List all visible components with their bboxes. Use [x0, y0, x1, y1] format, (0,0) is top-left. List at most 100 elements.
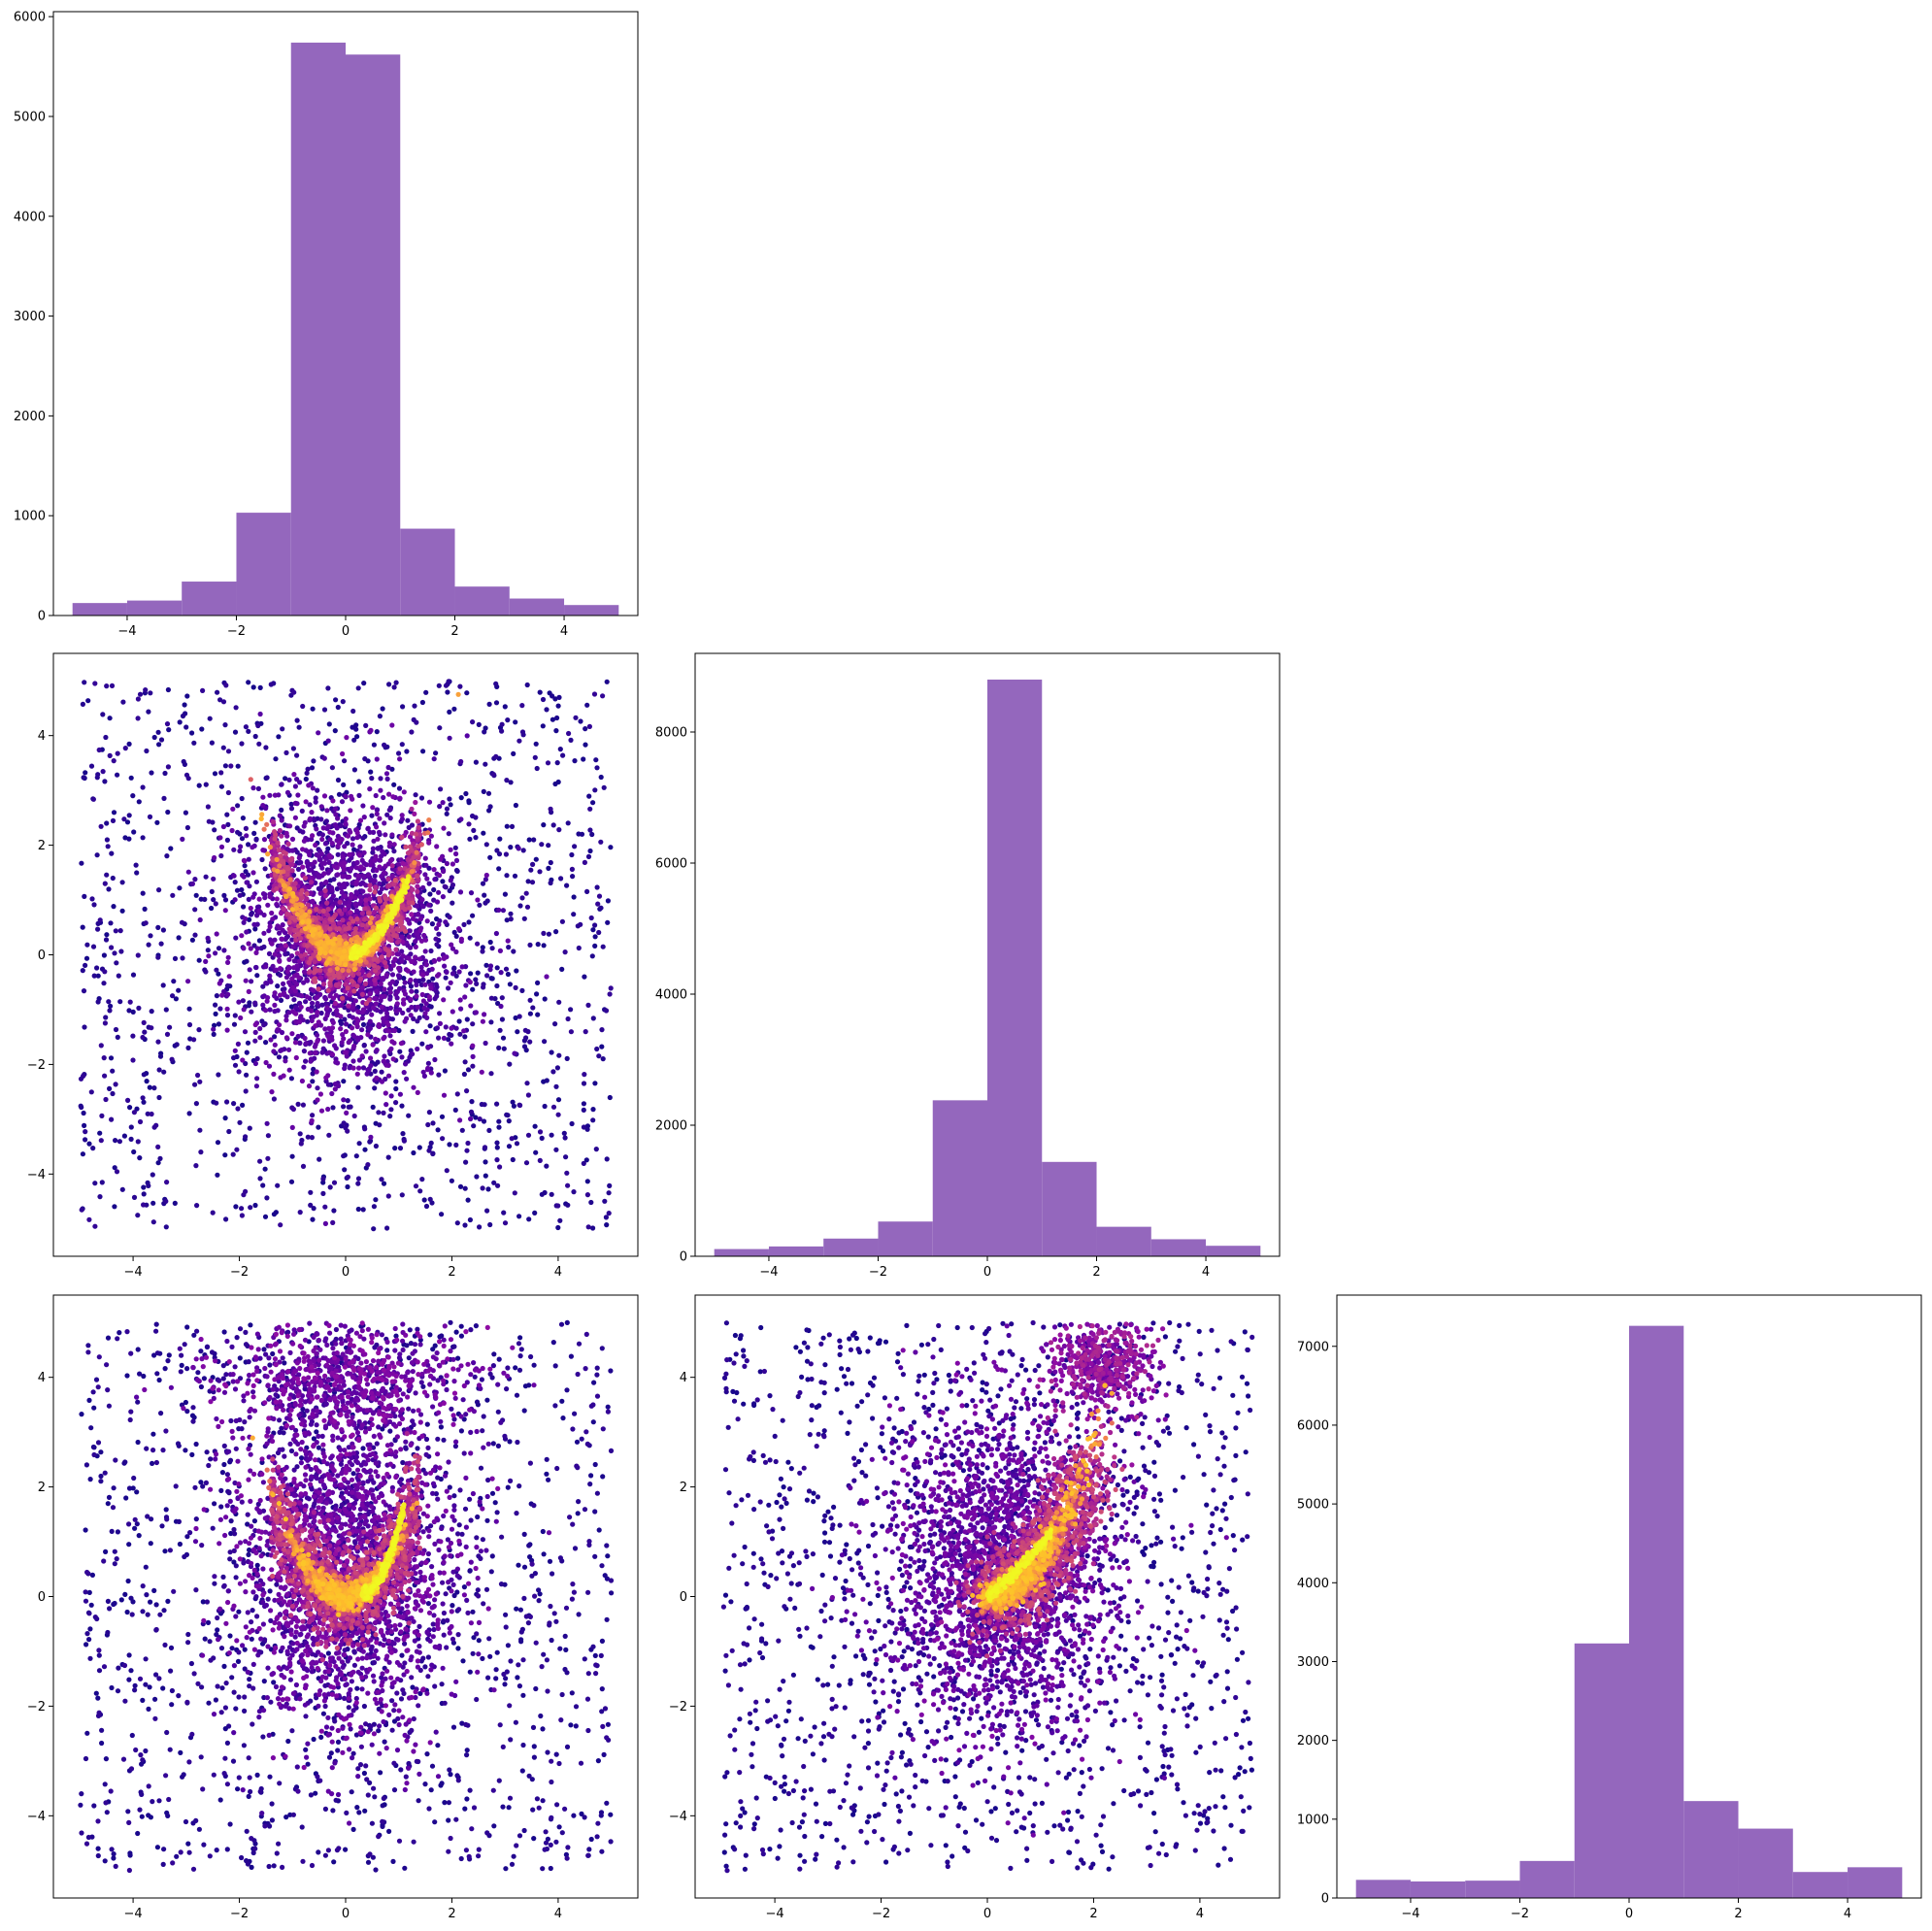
- scatter-point: [331, 877, 337, 882]
- scatter-point: [225, 749, 232, 754]
- scatter-point: [151, 1085, 157, 1091]
- scatter-point: [426, 1148, 432, 1153]
- scatter-point: [454, 1091, 460, 1097]
- scatter-point: [103, 734, 109, 741]
- scatter-point: [318, 1010, 324, 1016]
- scatter-point: [437, 804, 443, 810]
- scatter-point: [464, 1088, 470, 1094]
- scatter-point: [389, 979, 395, 984]
- scatter-point: [435, 1127, 441, 1133]
- scatter-point: [465, 1197, 471, 1203]
- scatter-point: [552, 1021, 558, 1027]
- scatter-point: [231, 1101, 237, 1107]
- scatter-point: [164, 853, 170, 859]
- scatter-point: [288, 1179, 295, 1184]
- scatter-point: [313, 842, 318, 849]
- scatter-point: [428, 908, 434, 915]
- scatter-point: [246, 842, 251, 848]
- scatter-point: [315, 787, 320, 793]
- scatter-point: [314, 1069, 319, 1075]
- scatter-point: [351, 1033, 357, 1039]
- scatter-point: [141, 1184, 147, 1190]
- scatter-point: [350, 1025, 355, 1031]
- scatter-point: [422, 949, 428, 954]
- scatter-point: [203, 874, 209, 880]
- scatter-point: [553, 1147, 559, 1152]
- scatter-point: [381, 1110, 386, 1115]
- scatter-point: [453, 973, 459, 979]
- scatter-point: [415, 1018, 420, 1024]
- scatter-point: [292, 783, 298, 789]
- scatter-point: [519, 987, 525, 994]
- scatter-point: [519, 729, 526, 735]
- scatter-point: [119, 1186, 125, 1192]
- scatter-point: [130, 1033, 136, 1039]
- scatter-point: [231, 873, 237, 879]
- x-tick-label: −4: [117, 624, 136, 639]
- scatter-point: [482, 1145, 488, 1150]
- scatter-point: [300, 864, 306, 870]
- scatter-point: [350, 842, 355, 848]
- scatter-point: [367, 882, 373, 888]
- scatter-point: [397, 918, 403, 924]
- scatter-point: [375, 914, 381, 919]
- scatter-point: [329, 916, 335, 923]
- scatter-point: [98, 823, 104, 829]
- scatter-point: [523, 1035, 529, 1041]
- scatter-point: [83, 1137, 88, 1143]
- scatter-point: [81, 988, 87, 994]
- scatter-point: [379, 993, 384, 1000]
- scatter-point: [335, 872, 341, 878]
- scatter-point: [257, 684, 263, 691]
- scatter-point: [136, 1005, 142, 1011]
- scatter-point: [268, 979, 274, 984]
- scatter-point: [289, 976, 295, 982]
- scatter-point: [346, 921, 352, 927]
- scatter-point: [370, 1005, 377, 1011]
- scatter-point: [307, 802, 313, 808]
- scatter-point: [379, 954, 384, 960]
- scatter-point: [425, 1121, 431, 1128]
- scatter-point: [385, 1073, 392, 1079]
- scatter-point: [473, 759, 479, 765]
- scatter-point: [275, 1027, 281, 1033]
- scatter-point: [386, 936, 392, 942]
- scatter-point: [203, 782, 209, 787]
- scatter-point: [402, 1018, 408, 1024]
- scatter-point: [443, 683, 450, 688]
- scatter-point: [158, 941, 164, 947]
- scatter-point: [592, 943, 598, 949]
- scatter-point: [122, 746, 128, 751]
- scatter-point: [292, 815, 298, 820]
- scatter-point: [104, 820, 110, 826]
- scatter-point: [352, 895, 358, 901]
- scatter-point: [315, 994, 320, 1000]
- scatter-point: [344, 1110, 350, 1115]
- scatter-point: [283, 1017, 289, 1023]
- scatter-point: [390, 928, 396, 934]
- scatter-point: [192, 907, 198, 913]
- scatter-point: [440, 894, 446, 900]
- scatter-point: [496, 1124, 502, 1130]
- scatter-point: [279, 936, 284, 943]
- scatter-point: [503, 851, 510, 857]
- scatter-point: [501, 1210, 507, 1215]
- scatter-point: [442, 963, 448, 969]
- scatter-point: [542, 996, 548, 1002]
- scatter-point: [457, 683, 463, 689]
- scatter-point: [192, 932, 198, 938]
- scatter-point: [428, 1140, 434, 1146]
- scatter-point: [316, 730, 321, 736]
- scatter-point: [302, 951, 308, 957]
- scatter-point: [346, 925, 351, 931]
- scatter-point: [607, 991, 613, 997]
- scatter-point: [157, 1053, 164, 1059]
- scatter-point: [274, 885, 280, 891]
- scatter-point: [334, 926, 340, 932]
- scatter-point: [467, 935, 473, 941]
- scatter-point: [513, 984, 518, 991]
- scatter-point: [434, 925, 440, 931]
- scatter-point: [339, 837, 345, 843]
- scatter-point: [542, 1103, 548, 1110]
- scatter-point: [368, 1055, 374, 1061]
